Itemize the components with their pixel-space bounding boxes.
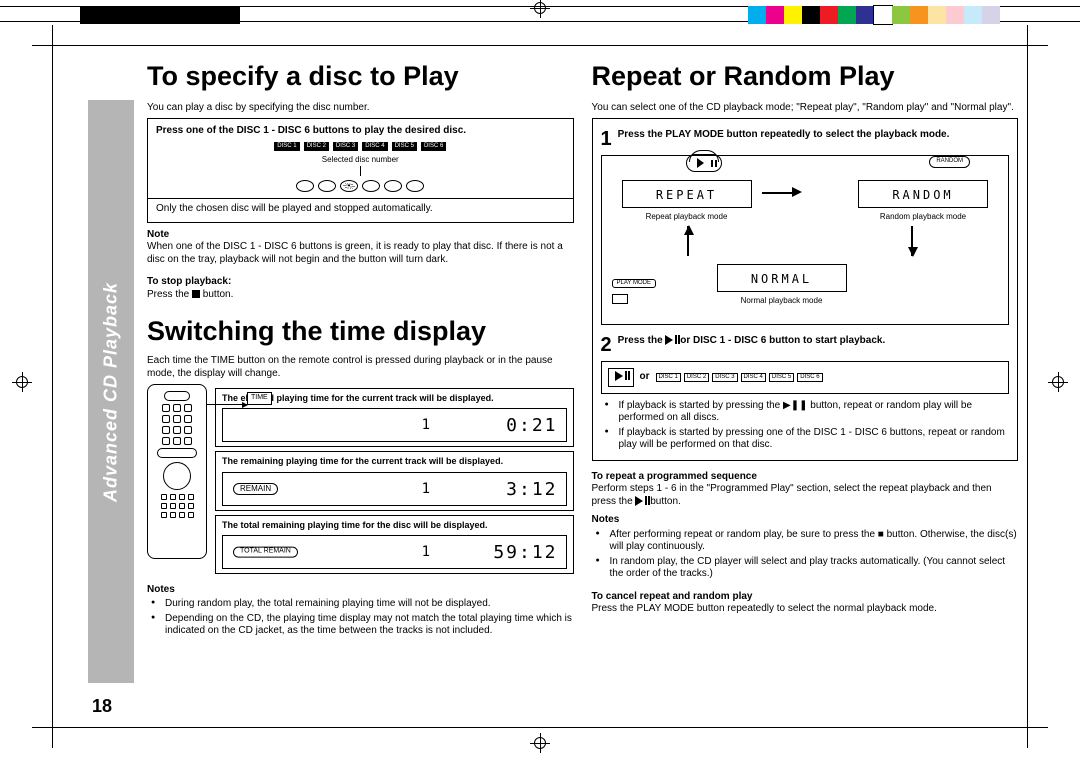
playmode-label: PLAY MODE [612, 279, 656, 289]
list-item: Depending on the CD, the playing time di… [157, 613, 574, 638]
play-pause-button[interactable] [608, 368, 634, 387]
right-column: Repeat or Random Play You can select one… [592, 60, 1019, 690]
specify-step: Press one of the DISC 1 - DISC 6 buttons… [156, 125, 565, 138]
step-2-text: Press the or DISC 1 - DISC 6 button to s… [618, 335, 1009, 348]
disc-tray-row [156, 180, 565, 192]
page-content: Advanced CD Playback – To specify a disc… [62, 60, 1018, 715]
stop-heading: To stop playback: [147, 276, 574, 289]
specify-note: When one of the DISC 1 - DISC 6 buttons … [147, 241, 574, 266]
note-heading: Note [147, 229, 574, 242]
heading-specify: To specify a disc to Play [147, 60, 574, 94]
disc-button[interactable]: DISC 4 [362, 142, 387, 152]
disc-buttons-row-2: DISC 1DISC 2DISC 3 DISC 4DISC 5DISC 6 [656, 373, 823, 383]
repeat-lcd: REPEAT [622, 180, 752, 208]
disc-button[interactable]: DISC 1 [274, 142, 299, 152]
remote-illustration: TIME [147, 384, 207, 578]
switch-notes-heading: Notes [147, 584, 574, 597]
disc-button[interactable]: DISC 2 [684, 373, 709, 383]
sidebar-title: Advanced CD Playback [101, 281, 122, 501]
stop-icon [192, 290, 200, 298]
specify-box: Press one of the DISC 1 - DISC 6 buttons… [147, 118, 574, 223]
repeat-box: 1 Press the PLAY MODE button repeatedly … [592, 118, 1019, 461]
specify-only: Only the chosen disc will be played and … [156, 203, 565, 216]
switch-intro: Each time the TIME button on the remote … [147, 355, 574, 380]
or-disc-row: or DISC 1DISC 2DISC 3 DISC 4DISC 5DISC 6 [601, 361, 1010, 394]
list-item: After performing repeat or random play, … [602, 529, 1019, 554]
or-label: or [640, 371, 650, 384]
random-lcd: RANDOM [858, 180, 988, 208]
page-number: 18 [92, 696, 112, 717]
disc-button[interactable]: DISC 3 [712, 373, 737, 383]
specify-intro: You can play a disc by specifying the di… [147, 102, 574, 115]
prog-body: Perform steps 1 - 6 in the "Programmed P… [592, 483, 1019, 508]
repeat-notes-heading: Notes [592, 514, 1019, 527]
prog-heading: To repeat a programmed sequence [592, 471, 1019, 484]
left-column: To specify a disc to Play You can play a… [147, 60, 574, 690]
switch-notes-list: During random play, the total remaining … [147, 598, 574, 638]
repeat-notes-list: After performing repeat or random play, … [592, 529, 1019, 581]
reg-mark-left [12, 372, 32, 392]
disc-button[interactable]: DISC 5 [392, 142, 417, 152]
normal-lcd: NORMAL [717, 264, 847, 292]
disc-button[interactable]: DISC 6 [797, 373, 822, 383]
random-pill: RANDOM [929, 156, 970, 168]
list-item: If playback is started by pressing the ▶… [611, 400, 1010, 425]
sidebar-tab: Advanced CD Playback – To specify a disc… [88, 100, 134, 683]
reg-black-block [80, 6, 240, 24]
reg-mark-top [530, 0, 550, 18]
play-icon [665, 335, 673, 345]
display-3: The total remaining playing time for the… [215, 515, 574, 574]
step-1-text: Press the PLAY MODE button repeatedly to… [618, 129, 1009, 142]
list-item: In random play, the CD player will selec… [602, 556, 1019, 581]
step-2-num: 2 [601, 335, 612, 355]
display-2: The remaining playing time for the curre… [215, 451, 574, 510]
cancel-heading: To cancel repeat and random play [592, 591, 1019, 604]
time-callout: TIME [247, 392, 272, 405]
repeat-intro: You can select one of the CD playback mo… [592, 102, 1019, 115]
step-1-num: 1 [601, 129, 612, 149]
heading-switch: Switching the time display [147, 315, 574, 349]
selected-disc-label: Selected disc number [156, 155, 565, 165]
heading-repeat: Repeat or Random Play [592, 60, 1019, 94]
play-mode-diagram: RANDOM REPEAT Repeat playback mode RANDO… [601, 155, 1010, 325]
reg-mark-right [1048, 372, 1068, 392]
repeat-label: Repeat playback mode [622, 212, 752, 222]
step-2-notes: If playback is started by pressing the ▶… [601, 400, 1010, 452]
normal-label: Normal playback mode [717, 296, 847, 306]
random-label: Random playback mode [858, 212, 988, 222]
disc-button[interactable]: DISC 6 [421, 142, 446, 152]
color-swatches [748, 6, 1000, 24]
disc-button[interactable]: DISC 4 [741, 373, 766, 383]
disc-button[interactable]: DISC 2 [304, 142, 329, 152]
disc-button[interactable]: DISC 1 [656, 373, 681, 383]
list-item: During random play, the total remaining … [157, 598, 574, 611]
disc-buttons-row: DISC 1 DISC 2 DISC 3 DISC 4 DISC 5 DISC 6 [156, 142, 565, 152]
cancel-body: Press the PLAY MODE button repeatedly to… [592, 603, 1019, 616]
reg-mark-bottom [530, 733, 550, 753]
pause-icon [675, 335, 677, 344]
disc-button[interactable]: DISC 3 [333, 142, 358, 152]
list-item: If playback is started by pressing one o… [611, 427, 1010, 452]
disc-button[interactable]: DISC 5 [769, 373, 794, 383]
stop-body: Press the button. [147, 289, 574, 302]
